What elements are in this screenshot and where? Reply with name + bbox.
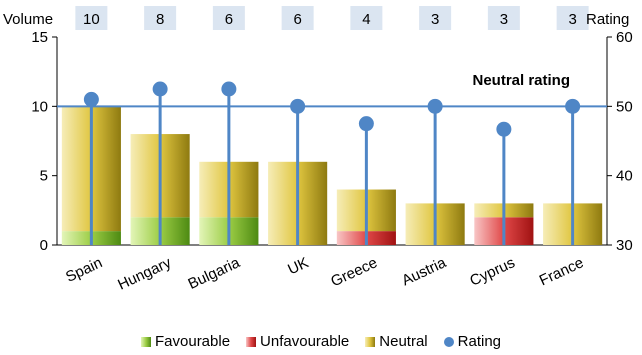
rating-point bbox=[358, 116, 374, 132]
rating-marker bbox=[443, 336, 454, 347]
volume-box bbox=[75, 6, 108, 30]
legend-label-neutral: Neutral bbox=[379, 333, 428, 350]
volume-label: 10 bbox=[83, 11, 100, 28]
left-tick-label: 10 bbox=[31, 98, 48, 115]
volume-label: 4 bbox=[362, 11, 370, 28]
volume-label: 3 bbox=[431, 11, 439, 28]
unfavourable-swatch bbox=[246, 336, 257, 347]
category-label: Austria bbox=[399, 254, 449, 289]
volume-box bbox=[487, 6, 520, 30]
neutral-swatch bbox=[365, 336, 376, 347]
left-tick-label: 15 bbox=[31, 29, 48, 46]
left-tick-label: 5 bbox=[40, 168, 48, 185]
category-label: Greece bbox=[328, 254, 380, 290]
rating-point bbox=[565, 98, 581, 114]
volume-box bbox=[281, 6, 314, 30]
rating-point bbox=[152, 81, 168, 97]
rating-point bbox=[427, 98, 443, 114]
right-tick-label: 40 bbox=[616, 168, 633, 185]
volume-label: 8 bbox=[156, 11, 164, 28]
right-tick-label: 50 bbox=[616, 98, 633, 115]
category-label: France bbox=[537, 254, 586, 289]
rating-point bbox=[290, 98, 306, 114]
volume-box bbox=[212, 6, 245, 30]
category-label: Cyprus bbox=[467, 254, 517, 289]
legend-label-unfavourable: Unfavourable bbox=[260, 333, 350, 350]
left-axis-title: Volume bbox=[3, 11, 53, 28]
volume-box bbox=[419, 6, 452, 30]
volume-label: 6 bbox=[225, 11, 233, 28]
volume-box bbox=[556, 6, 589, 30]
rating-point bbox=[496, 121, 512, 137]
rating-point bbox=[83, 91, 99, 107]
volume-label: 3 bbox=[500, 11, 508, 28]
rating-point bbox=[221, 81, 237, 97]
volume-box bbox=[350, 6, 383, 30]
volume-label: 6 bbox=[293, 11, 301, 28]
category-label: Bulgaria bbox=[185, 254, 243, 293]
left-tick-label: 0 bbox=[40, 237, 48, 254]
legend: Favourable Unfavourable Neutral Rating bbox=[0, 333, 642, 350]
legend-item-neutral: Neutral bbox=[365, 333, 428, 350]
right-tick-label: 60 bbox=[616, 29, 633, 46]
legend-label-rating: Rating bbox=[457, 333, 501, 350]
volume-label: 3 bbox=[568, 11, 576, 28]
favourable-swatch bbox=[141, 336, 151, 347]
neutral-rating-label: Neutral rating bbox=[472, 72, 570, 89]
category-label: UK bbox=[285, 254, 311, 278]
right-tick-label: 30 bbox=[616, 237, 633, 254]
volume-box bbox=[144, 6, 177, 30]
right-axis-title: Rating bbox=[586, 11, 629, 28]
legend-label-favourable: Favourable bbox=[155, 333, 231, 350]
category-label: Hungary bbox=[115, 254, 174, 294]
legend-item-rating: Rating bbox=[443, 333, 501, 350]
legend-item-favourable: Favourable bbox=[141, 333, 230, 350]
legend-item-unfavourable: Unfavourable bbox=[246, 333, 349, 350]
category-label: Spain bbox=[63, 254, 105, 286]
